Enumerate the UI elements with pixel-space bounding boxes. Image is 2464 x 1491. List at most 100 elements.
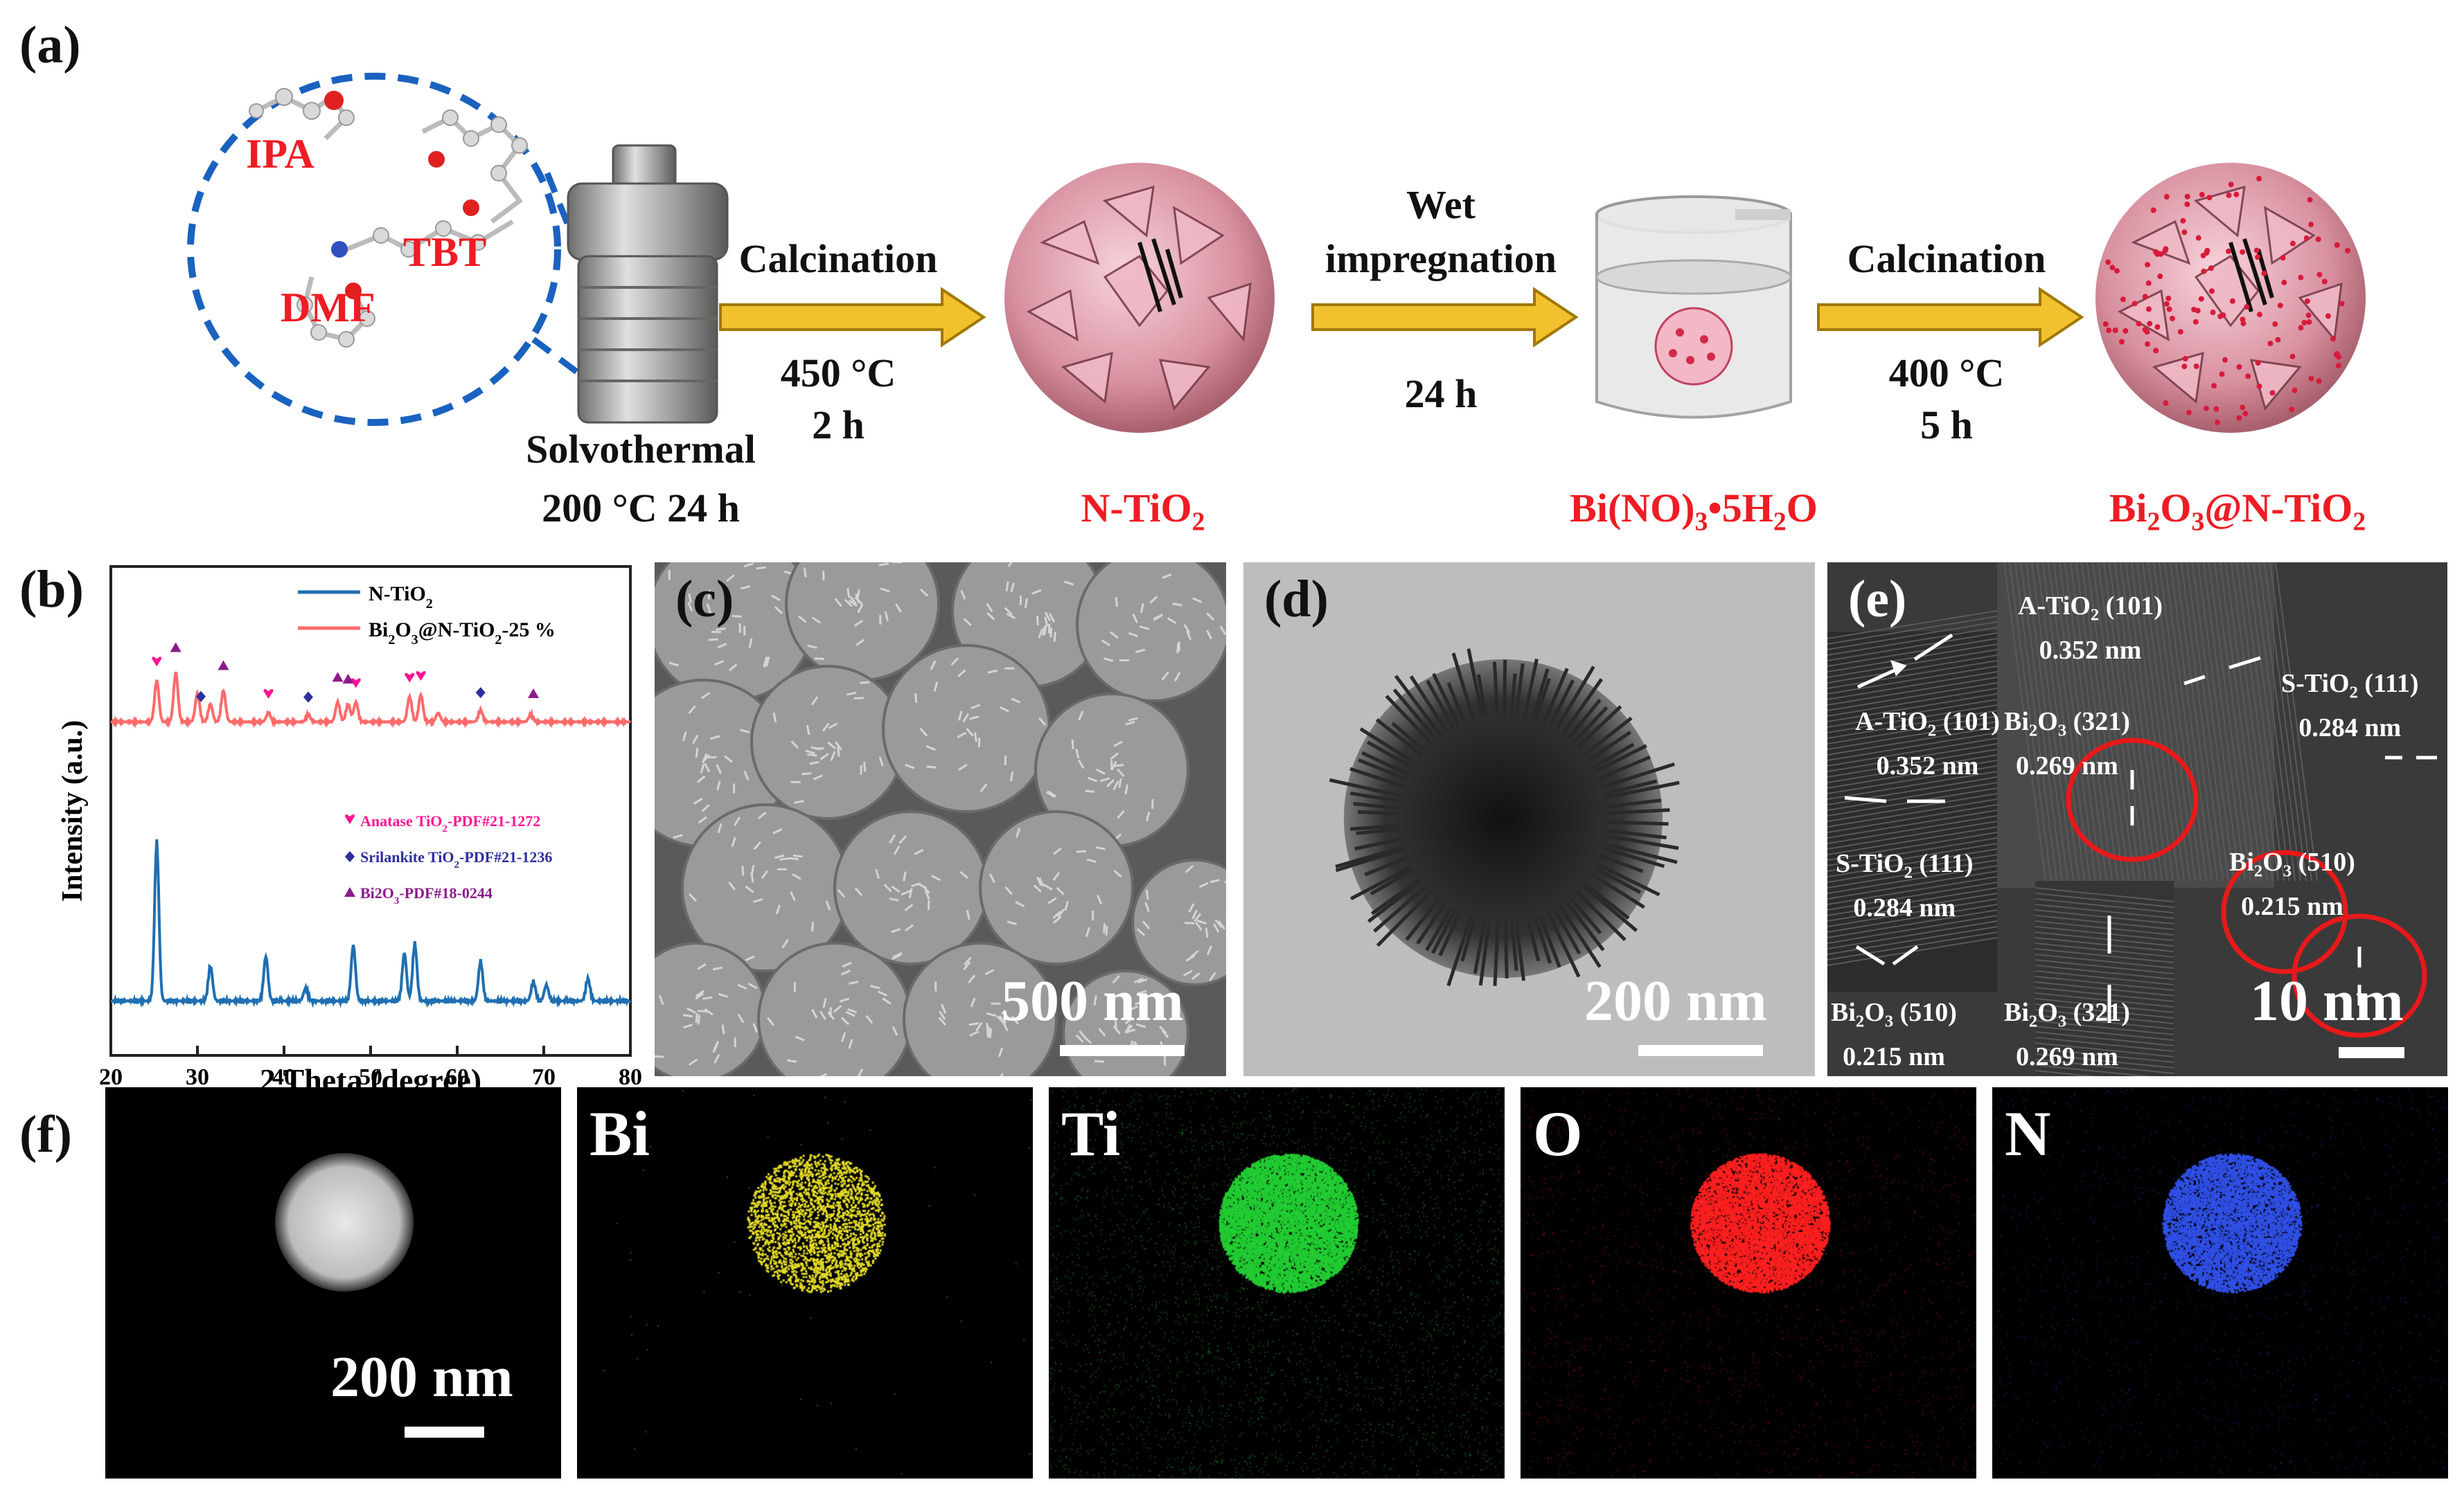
xrd-marker-anatase-1 [263, 689, 274, 699]
scalebar-c-label: 500 nm [1001, 969, 1184, 1033]
scalebar-d [1638, 1045, 1763, 1056]
xrd-tick-label-80: 80 [619, 1064, 642, 1090]
hrtem-s-left-plane: S-TiO2 (111) [1836, 849, 1974, 882]
step3-temp: 400 °C [1888, 350, 2005, 395]
xrd-tick-label-60: 60 [445, 1064, 469, 1090]
xrd-ylabel: Intensity (a.u.) [57, 720, 89, 902]
hrtem-s-top-spacing: 0.284 nm [2298, 713, 2402, 742]
panel-label-e: (e) [1848, 570, 1907, 628]
hrtem-s-top: S-TiO2 (111) 0.284 nm [2281, 666, 2419, 745]
xrd-series-1 [110, 671, 632, 729]
panel-label-b: (b) [19, 560, 84, 618]
eds-n-label: N [2005, 1098, 2051, 1169]
xrd-tick-label-50: 50 [359, 1064, 382, 1090]
eds-bi-map [577, 1087, 1033, 1479]
haadf-particle [275, 1153, 414, 1292]
hrtem-bi510-bottom-spacing: 0.215 nm [1843, 1042, 1945, 1071]
step1-time: 2 h [812, 402, 865, 447]
eds-ti-map [1049, 1087, 1505, 1479]
xrd-phase-marker-0 [345, 814, 355, 824]
panel-label-d: (d) [1264, 570, 1329, 628]
molecule-tbt: TBT [403, 229, 487, 275]
precursor-label: Bi(NO)3•5H2O [1570, 485, 1818, 537]
scalebar-e-label: 10 nm [2250, 969, 2404, 1033]
step2-name-line2: impregnation [1324, 236, 1557, 281]
hrtem-a-top: A-TiO2 (101) 0.352 nm [2018, 589, 2163, 668]
hrtem-s-top-plane: S-TiO2 (111) [2281, 669, 2419, 702]
xrd-markers [152, 642, 539, 703]
molecule-bubble [187, 73, 620, 426]
hrtem-bi510-right-plane: Bi2O3 (510) [2229, 848, 2355, 881]
xrd-tick-label-40: 40 [272, 1064, 296, 1090]
step2-time: 24 h [1404, 371, 1478, 416]
hrtem-image-panel: (e) A-TiO2 (101) 0.352 nm S-TiO2 (111) 0… [1827, 562, 2447, 1076]
bi2o3-ntio2-sphere-icon [2095, 163, 2366, 433]
eds-ti-label: Ti [1061, 1098, 1121, 1169]
xrd-chart: 20 30 40 50 60 70 80 N-TiO2 Bi2O3@N-TiO2-25 % An… [57, 565, 642, 1098]
scalebar-c [1060, 1045, 1185, 1056]
hrtem-a-left: A-TiO2 (101) 0.352 nm [1855, 704, 2000, 783]
solvothermal-condition: 200 °C 24 h [542, 485, 740, 530]
hrtem-bi510-bottom: Bi2O3 (510) 0.215 nm [1831, 995, 1957, 1074]
hrtem-s-left: S-TiO2 (111) 0.284 nm [1836, 846, 1974, 925]
scalebar-e [2339, 1047, 2404, 1058]
xrd-phase-legend-1: Srilankite TiO2-PDF#21-1236 [360, 848, 552, 871]
eds-n-map [1992, 1087, 2448, 1479]
eds-bi-panel: Bi [577, 1087, 1033, 1479]
hrtem-bi321-bottom: Bi2O3 (321) 0.269 nm [2004, 995, 2130, 1074]
xrd-series [110, 671, 632, 1008]
product-bi2o3-ntio2: Bi2O3@N-TiO2 [2109, 485, 2366, 537]
hrtem-bi321-bottom-spacing: 0.269 nm [2016, 1042, 2118, 1071]
step3-time: 5 h [1920, 402, 1973, 447]
panel-label-f: (f) [19, 1105, 72, 1163]
sem-image-panel: (c) 500 nm [655, 562, 1226, 1076]
eds-o-label: O [1533, 1098, 1583, 1169]
xrd-phase-legend-2: Bi2O3-PDF#18-0244 [360, 884, 493, 907]
hrtem-a-top-plane: A-TiO2 (101) [2018, 591, 2163, 625]
tem-particle [1329, 648, 1680, 987]
xrd-tick-label-20: 20 [99, 1064, 123, 1090]
hrtem-bi510-right-spacing: 0.215 nm [2241, 891, 2343, 921]
arrow-step3 [1817, 287, 2084, 348]
step1-temp: 450 °C [780, 350, 896, 395]
hrtem-bi321-top-spacing: 0.269 nm [2016, 751, 2118, 780]
ntio2-sphere-icon [1004, 163, 1275, 433]
eds-bi-label: Bi [590, 1098, 650, 1169]
hrtem-bi510-bottom-plane: Bi2O3 (510) [1831, 998, 1957, 1031]
xrd-tick-label-70: 70 [532, 1064, 556, 1090]
eds-o-map [1521, 1087, 1976, 1479]
step3-name: Calcination [1847, 236, 2046, 281]
xrd-marker-bi2o3-4 [528, 688, 539, 699]
step2-name-line1: Wet [1406, 182, 1475, 227]
arrow-step1 [719, 287, 986, 348]
tem-image-panel: (d) 200 nm [1243, 562, 1815, 1076]
beaker-icon [1595, 195, 1792, 419]
xrd-legend-1: Bi2O3@N-TiO2-25 % [369, 618, 556, 648]
scalebar-f [405, 1427, 484, 1438]
xrd-marker-bi2o3-1 [218, 660, 229, 670]
hrtem-bi321-top: Bi2O3 (321) 0.269 nm [2004, 704, 2130, 783]
xrd-marker-anatase-3 [405, 672, 415, 683]
hrtem-a-top-spacing: 0.352 nm [2039, 635, 2142, 665]
xrd-phase-marker-2 [344, 887, 355, 897]
hrtem-a-left-plane: A-TiO2 (101) [1855, 707, 2001, 740]
xrd-marker-anatase-2 [351, 678, 361, 688]
xrd-marker-anatase-0 [152, 657, 162, 667]
molecule-dmf: DMF [281, 285, 375, 330]
xrd-phase-legend-0: Anatase TiO2-PDF#21-1272 [360, 812, 540, 834]
xrd-legend: N-TiO2 Bi2O3@N-TiO2-25 % Anatase TiO2-PDF#… [298, 582, 556, 907]
arrow-step2 [1311, 287, 1579, 348]
eds-haadf-panel: 200 nm [105, 1087, 561, 1479]
step1-name: Calcination [738, 236, 938, 281]
scalebar-d-label: 200 nm [1584, 969, 1767, 1033]
hrtem-s-left-spacing: 0.284 nm [1853, 893, 1956, 922]
xrd-ticks: 20 30 40 50 60 70 80 [99, 1046, 642, 1090]
hrtem-bi510-right: Bi2O3 (510) 0.215 nm [2229, 845, 2355, 924]
xrd-marker-srilankite-2 [475, 687, 486, 699]
xrd-marker-bi2o3-3 [342, 673, 354, 684]
hrtem-bi321-top-plane: Bi2O3 (321) [2004, 707, 2130, 740]
eds-n-panel: N [1992, 1087, 2448, 1479]
xrd-legend-0: N-TiO2 [369, 582, 433, 611]
eds-ti-panel: Ti [1049, 1087, 1505, 1479]
xrd-marker-bi2o3-0 [170, 642, 181, 652]
